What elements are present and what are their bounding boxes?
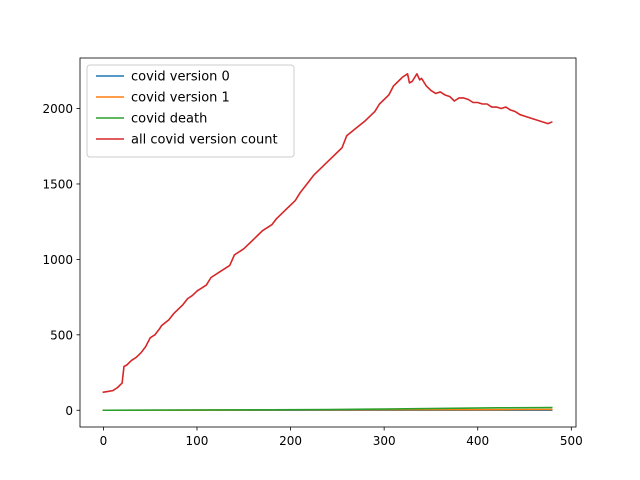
y-tick-label: 1000 (42, 253, 73, 267)
legend-entry-label: all covid version count (131, 133, 278, 148)
legend: covid version 0 covid version 1 covid deat… (86, 64, 295, 158)
series-layer (102, 73, 553, 412)
y-axis: 0 500 1000 1500 2000 (42, 102, 80, 418)
x-tick-label: 0 (100, 434, 108, 448)
y-tick-label: 1500 (42, 177, 73, 191)
x-tick-label: 400 (466, 434, 489, 448)
x-tick-label: 300 (373, 434, 396, 448)
x-tick-label: 500 (560, 434, 583, 448)
legend-entry-label: covid version 0 (131, 70, 230, 85)
legend-entry-label: covid death (131, 112, 207, 127)
y-tick-label: 500 (50, 328, 73, 342)
y-tick-label: 0 (65, 404, 73, 418)
legend-entry-label: covid version 1 (131, 91, 230, 106)
y-tick-label: 2000 (42, 102, 73, 116)
x-tick-label: 200 (279, 434, 302, 448)
legend-box (86, 64, 295, 158)
plot-area (102, 73, 553, 412)
series-line-3 (102, 73, 553, 394)
axes-frame (79, 57, 577, 428)
x-tick-label: 100 (186, 434, 209, 448)
series-line-2 (102, 406, 553, 412)
x-axis: 0 100 200 300 400 500 (100, 427, 583, 448)
